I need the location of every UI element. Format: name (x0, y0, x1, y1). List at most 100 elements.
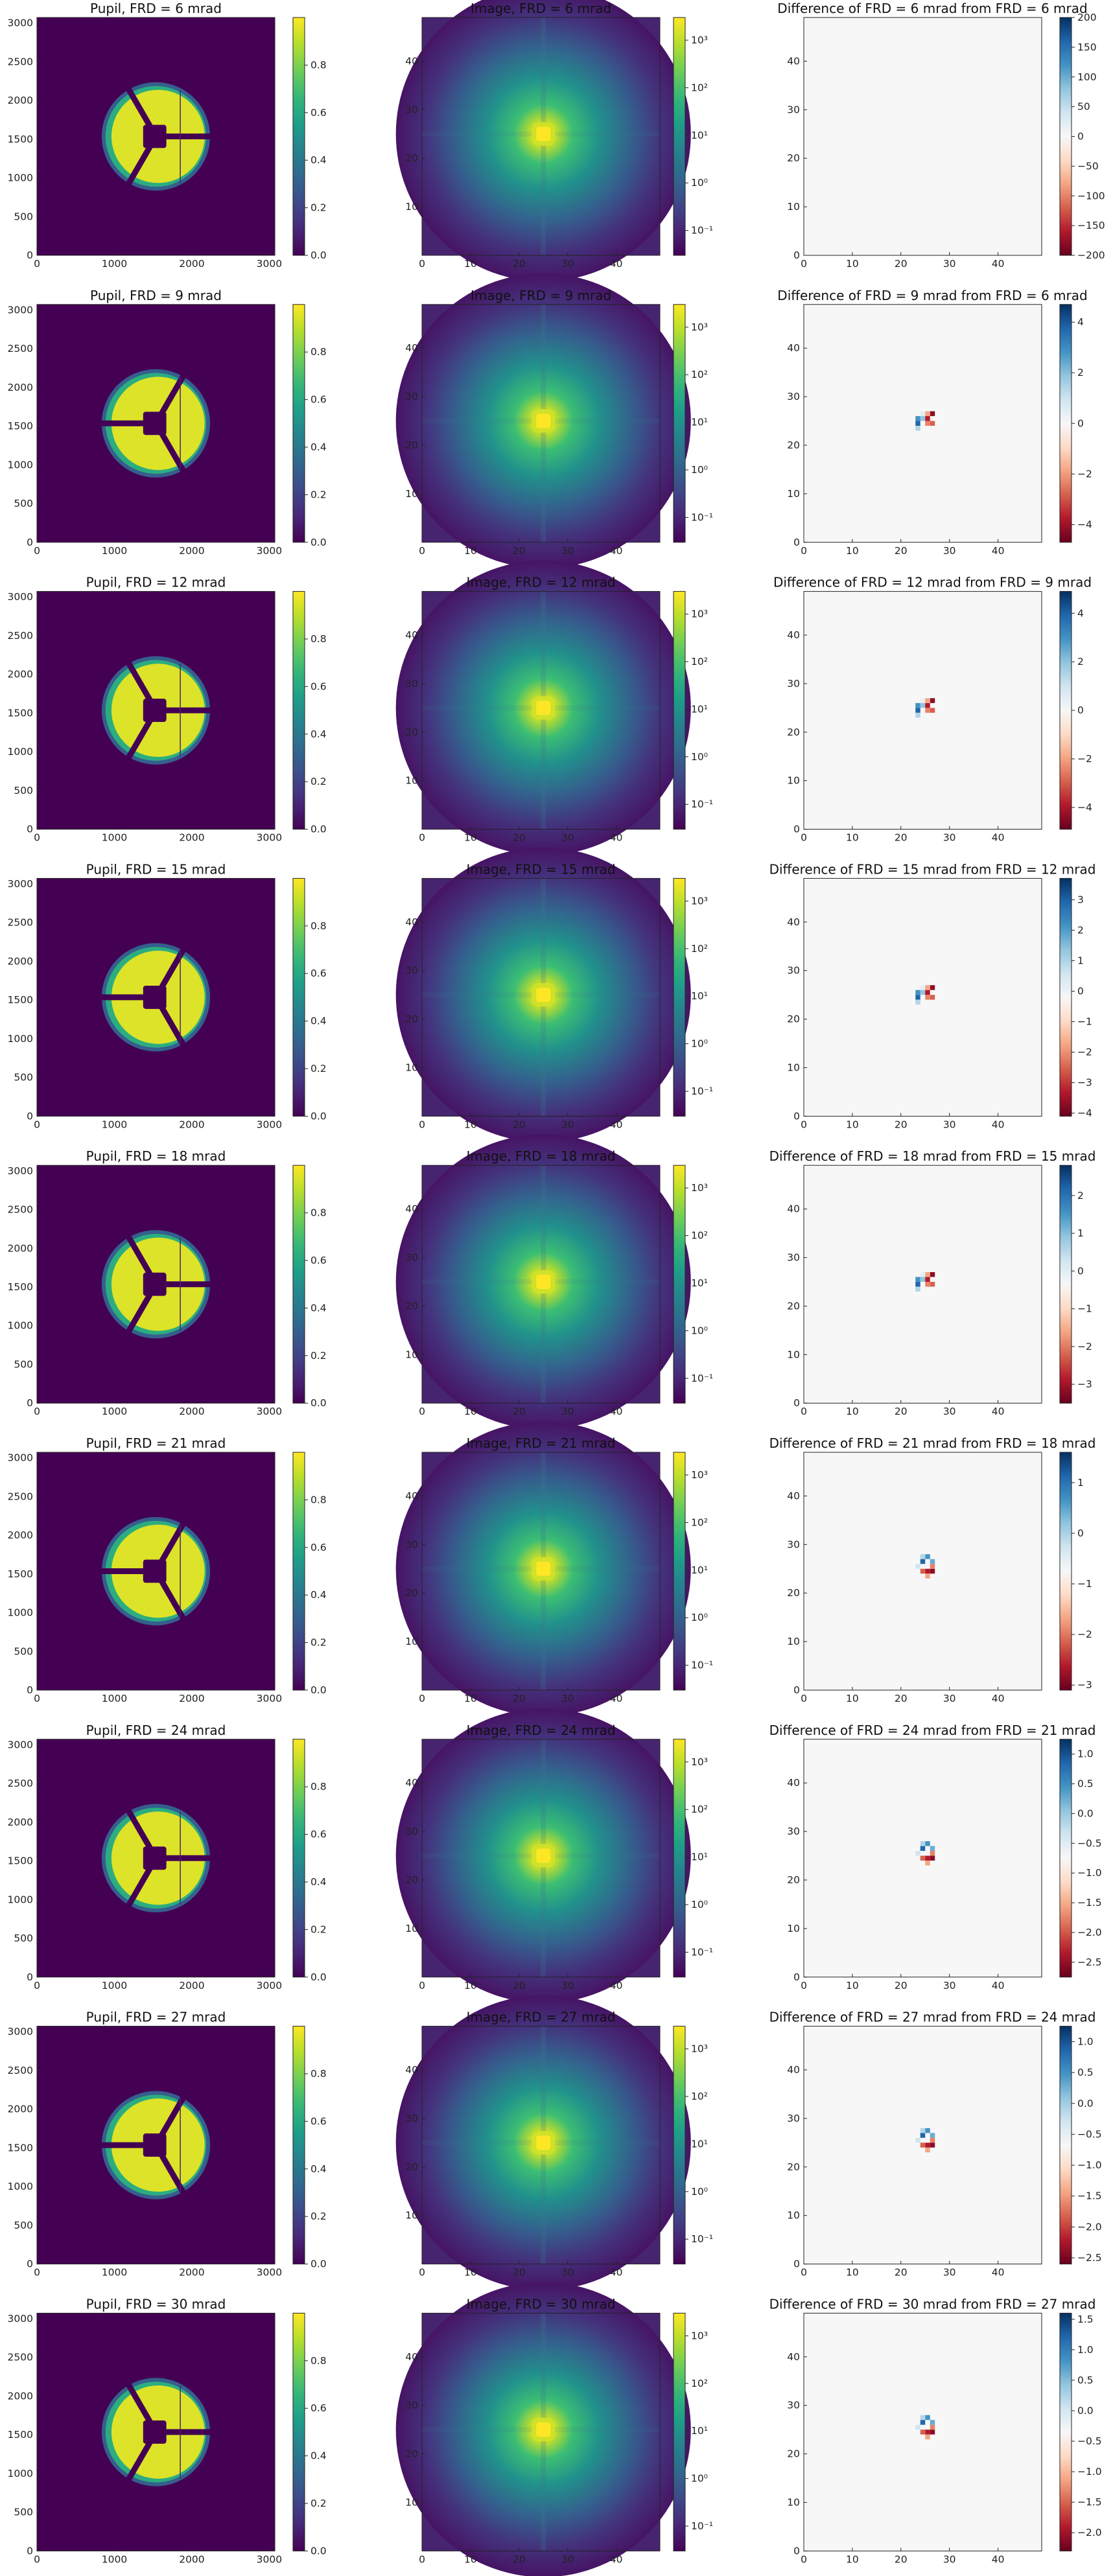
difference-colorbar-tick-label: −2.0 (1077, 2221, 1102, 2233)
difference-colorbar-tick-label: −4 (1077, 518, 1092, 530)
difference-xtick-label: 10 (846, 258, 859, 270)
difference-xtick-label: 20 (895, 832, 908, 844)
image-colorbar (673, 1452, 686, 1691)
pupil-ytick-label: 1000 (8, 1894, 33, 1905)
pupil-colorbar-tick-label: 0.0 (310, 1971, 327, 1983)
pupil-ytick-label: 500 (14, 1358, 33, 1370)
difference-negative-pixel (920, 2430, 926, 2435)
difference-negative-pixel (925, 1277, 930, 1282)
pupil-colorbar-tick-label: 0.6 (310, 107, 327, 119)
pupil-colorbar-tick-label: 0.6 (310, 680, 327, 692)
image-axes (421, 877, 661, 1117)
difference-ytick-label: 10 (787, 488, 800, 500)
image-axes (421, 17, 661, 256)
difference-xtick-label: 30 (943, 832, 956, 844)
image-xtick-label: 40 (610, 1406, 623, 1417)
difference-colorbar-tick-label: −2 (1077, 753, 1092, 765)
pupil-colorbar-tick-label: 0.0 (310, 2258, 327, 2270)
pupil-colorbar (292, 2312, 305, 2551)
image-colorbar-tick-label: 10⁻¹ (691, 1946, 713, 1958)
difference-ytick-label: 10 (787, 201, 800, 213)
pupil-xtick-label: 3000 (257, 1119, 282, 1130)
difference-positive-pixel (915, 2424, 920, 2430)
pupil-axes (36, 877, 275, 1117)
difference-ytick-label: 40 (787, 1777, 800, 1789)
difference-ytick-label: 40 (787, 1490, 800, 1502)
difference-xtick-label: 20 (895, 1693, 908, 1704)
image-ytick-label: 30 (405, 1826, 418, 1837)
image-ytick-label: 10 (405, 775, 418, 787)
pupil-colorbar-tick-label: 0.6 (310, 1542, 327, 1553)
difference-axes (803, 2026, 1042, 2265)
pupil-title: Pupil, FRD = 12 mrad (86, 575, 226, 590)
image-xtick-label: 0 (419, 832, 425, 844)
image-colorbar-tick-label: 10⁻¹ (691, 225, 713, 237)
pupil-ytick-label: 1000 (8, 459, 33, 470)
pupil-colorbar-tick-label: 0.8 (310, 1781, 327, 1793)
difference-colorbar-tick-label: −2.0 (1077, 1927, 1102, 1938)
pupil-panel-15 (37, 878, 275, 1117)
difference-ytick-label: 30 (787, 104, 800, 115)
difference-title: Difference of FRD = 6 mrad from FRD = 6 … (777, 1, 1087, 16)
difference-background (804, 878, 1042, 1117)
difference-axes (803, 1452, 1042, 1691)
difference-negative-pixel (925, 411, 930, 417)
image-colorbar-tick-label: 10⁻¹ (691, 798, 713, 810)
difference-negative-pixel (930, 985, 935, 990)
pupil-colorbar-tick-label: 0.4 (310, 441, 327, 453)
image-colorbar-tick-label: 10⁻¹ (691, 1660, 713, 1671)
image-ytick-label: 10 (405, 1349, 418, 1360)
image-ytick-label: 20 (405, 1587, 418, 1599)
difference-colorbar-tick-label: −0.5 (1077, 2128, 1102, 2140)
difference-xtick-label: 20 (895, 545, 908, 557)
pupil-central-obscuration (143, 2133, 167, 2157)
pupil-central-obscuration (143, 1846, 167, 1870)
difference-colorbar-tick-label: −50 (1077, 160, 1099, 172)
difference-xtick-label: 0 (801, 258, 807, 270)
difference-positive-pixel (915, 712, 920, 718)
difference-panel-21 (804, 1452, 1042, 1690)
image-xtick-label: 10 (464, 1980, 477, 1991)
image-psf-peak (536, 413, 551, 428)
image-ytick-label: 20 (405, 152, 418, 164)
pupil-ytick-label: 2000 (8, 2104, 33, 2115)
difference-colorbar (1059, 877, 1072, 1117)
difference-colorbar-tick-label: 1.0 (1077, 2036, 1094, 2047)
pupil-colorbar-tick-label: 0.2 (310, 2210, 327, 2222)
image-colorbar-tick-label: 10⁰ (691, 1899, 708, 1910)
pupil-ytick-label: 3000 (8, 1165, 33, 1177)
difference-positive-pixel (920, 416, 926, 421)
image-ytick-label: 10 (405, 2210, 418, 2222)
difference-colorbar-tick-label: 0 (1077, 985, 1084, 997)
image-colorbar-tick-label: 10² (691, 1516, 708, 1528)
pupil-ytick-label: 2000 (8, 955, 33, 967)
difference-negative-pixel (930, 1564, 935, 1569)
image-colorbar-tick-label: 10⁻¹ (691, 1373, 713, 1384)
difference-colorbar-tick-label: 1.5 (1077, 2314, 1094, 2325)
difference-ytick-label: 10 (787, 775, 800, 787)
pupil-ytick-label: 3000 (8, 591, 33, 603)
difference-negative-pixel (930, 995, 935, 1000)
difference-positive-pixel (915, 1564, 920, 1569)
image-ytick-label: 40 (405, 1777, 418, 1789)
difference-ytick-label: 10 (787, 2497, 800, 2509)
pupil-xtick-label: 0 (34, 1693, 40, 1704)
difference-axes (803, 1165, 1042, 1404)
pupil-ytick-label: 3000 (8, 2313, 33, 2325)
pupil-colorbar-tick-label: 0.8 (310, 1494, 327, 1505)
pupil-ytick-label: 500 (14, 211, 33, 222)
image-title: Image, FRD = 12 mrad (466, 575, 615, 590)
pupil-ytick-label: 500 (14, 1932, 33, 1944)
image-ytick-label: 20 (405, 726, 418, 738)
image-colorbar (673, 1739, 686, 1978)
pupil-ytick-label: 500 (14, 2220, 33, 2231)
image-colorbar-tick-label: 10⁰ (691, 751, 708, 763)
pupil-ytick-label: 500 (14, 785, 33, 796)
difference-colorbar-tick-label: −3 (1077, 1679, 1092, 1691)
difference-negative-pixel (925, 1573, 930, 1579)
difference-positive-pixel (920, 1559, 926, 1564)
image-ytick-label: 40 (405, 342, 418, 354)
pupil-xtick-label: 1000 (102, 1980, 127, 1991)
image-ytick-label: 20 (405, 1300, 418, 1312)
pupil-xtick-label: 3000 (257, 2267, 282, 2279)
